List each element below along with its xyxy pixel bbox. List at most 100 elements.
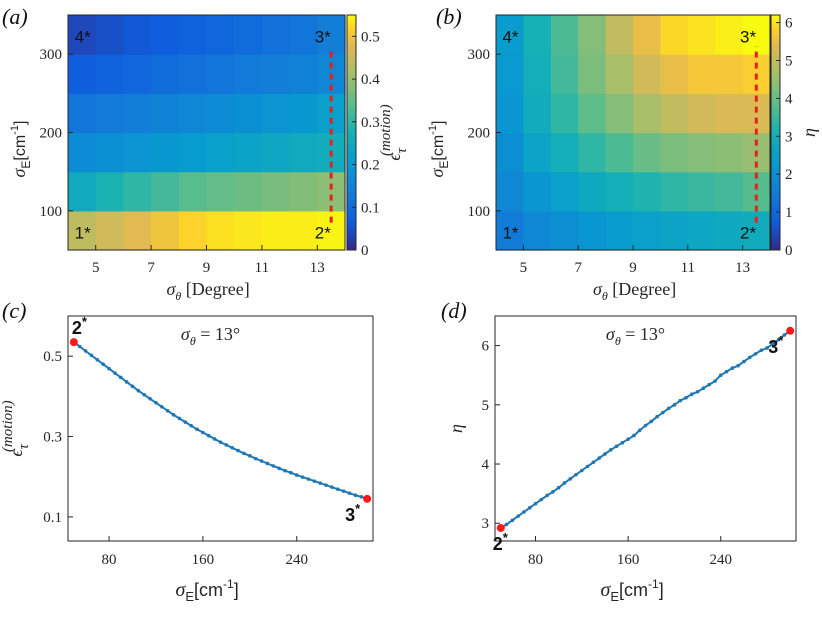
colorbar-band <box>771 214 780 220</box>
colorbar-band <box>771 234 780 239</box>
colorbar-band <box>347 222 356 227</box>
heatmap-panel-a: 1* 2* 3* 4* 5 7 9 11 13 100 200 300 σθ [Degree] σE[cm… <box>2 4 410 303</box>
data-point <box>655 414 659 419</box>
heatmap-cell <box>95 210 124 251</box>
data-point <box>551 490 555 494</box>
colorbar-band <box>347 171 356 177</box>
colorbar-tick-label: 5 <box>785 53 793 69</box>
colorbar-band <box>347 191 356 196</box>
data-point <box>730 366 735 370</box>
colorbar-band <box>771 81 780 86</box>
colorbar-band <box>347 163 356 169</box>
heatmap-cell <box>206 210 235 251</box>
endpoint-label: 3* <box>768 333 784 357</box>
heatmap-cell <box>151 15 180 55</box>
colorbar-band <box>347 152 356 157</box>
endpoint-marker <box>69 338 78 347</box>
heatmap-cell <box>523 54 552 94</box>
heatmap-cell <box>578 210 607 251</box>
colorbar-band <box>771 46 780 51</box>
heatmap-cell <box>234 132 263 173</box>
heatmap-cell <box>178 171 208 212</box>
colorbar-band <box>347 101 356 106</box>
heatmap-cell <box>68 93 97 134</box>
heatmap-cell <box>178 93 208 134</box>
y-tick-label: 0.3 <box>43 430 62 446</box>
colorbar-band <box>347 26 356 32</box>
heatmap-cell <box>289 15 318 55</box>
colorbar-band <box>347 112 356 118</box>
heatmap-cell <box>605 132 634 173</box>
heatmap-cell <box>206 171 235 212</box>
data-point <box>504 522 509 527</box>
heatmap-cell <box>68 132 97 173</box>
y-tick-label: 300 <box>40 47 63 63</box>
axes-frame <box>494 315 797 542</box>
colorbar-band <box>347 50 356 55</box>
corner-marker-label: 1* <box>75 223 91 242</box>
heatmap-cell <box>660 171 689 212</box>
data-point <box>341 489 346 493</box>
colorbar-frame <box>346 14 357 251</box>
heatmap-cell <box>261 15 291 55</box>
data-point <box>695 389 700 394</box>
colorbar-band <box>347 144 356 149</box>
data-point <box>318 481 323 485</box>
y-axis-label: η <box>446 424 466 433</box>
data-point <box>580 468 584 473</box>
heatmap-cell <box>660 54 689 94</box>
colorbar-band <box>347 187 356 192</box>
x-tick-label: 160 <box>617 552 640 568</box>
data-point <box>724 369 729 374</box>
colorbar-band <box>347 246 356 251</box>
colorbar-band <box>347 148 356 153</box>
data-point <box>306 477 311 481</box>
heatmap-cell <box>123 15 152 55</box>
heatmap-cell <box>578 132 607 173</box>
colorbar-band <box>347 175 356 180</box>
colorbar-band <box>347 54 356 59</box>
colorbar-band <box>347 199 356 204</box>
y-tick-label: 0.1 <box>43 510 62 526</box>
data-point <box>347 491 352 495</box>
data-point <box>713 379 717 383</box>
heatmap-cell <box>523 15 552 55</box>
colorbar-band <box>771 124 780 130</box>
data-point <box>620 440 625 445</box>
data-point <box>776 337 781 342</box>
heatmap-cell <box>496 54 524 94</box>
heatmap-cell <box>234 15 263 55</box>
colorbar-band <box>347 159 356 165</box>
data-point <box>765 346 769 350</box>
heatmap-cell <box>178 210 208 251</box>
colorbar-band <box>771 167 780 173</box>
colorbar-band <box>771 171 780 177</box>
colorbar-tick-label: 0.4 <box>361 72 380 88</box>
y-axis-label-group: σE[cm-1] <box>427 121 451 178</box>
heatmap-cell <box>660 93 689 134</box>
colorbar-band <box>347 238 356 243</box>
colorbar-band <box>771 183 780 188</box>
data-point <box>666 406 671 411</box>
heatmap-cell <box>95 171 124 212</box>
colorbar-band <box>347 136 356 141</box>
data-point <box>516 514 520 518</box>
heatmap-cell <box>523 93 552 134</box>
colorbar-band <box>347 46 356 51</box>
line-panel-d: 80 160 240 3 4 5 6 2* 3* σθ = 13° σE[cm-1] η (d) <box>441 298 797 604</box>
heatmap-cell <box>660 15 689 55</box>
data-point <box>77 344 82 349</box>
colorbar-band <box>771 89 780 94</box>
colorbar-band <box>347 85 356 90</box>
data-point <box>183 420 188 424</box>
colorbar-band <box>771 30 780 36</box>
y-axis-label-group: σE[cm-1] <box>9 121 33 178</box>
colorbar-band <box>771 159 780 165</box>
x-tick-label: 80 <box>102 552 117 568</box>
data-point <box>107 366 111 371</box>
heatmap-cell <box>151 93 180 134</box>
colorbar-label: η <box>799 128 819 137</box>
heatmap-cell <box>68 54 97 94</box>
heatmap-cell <box>95 93 124 134</box>
